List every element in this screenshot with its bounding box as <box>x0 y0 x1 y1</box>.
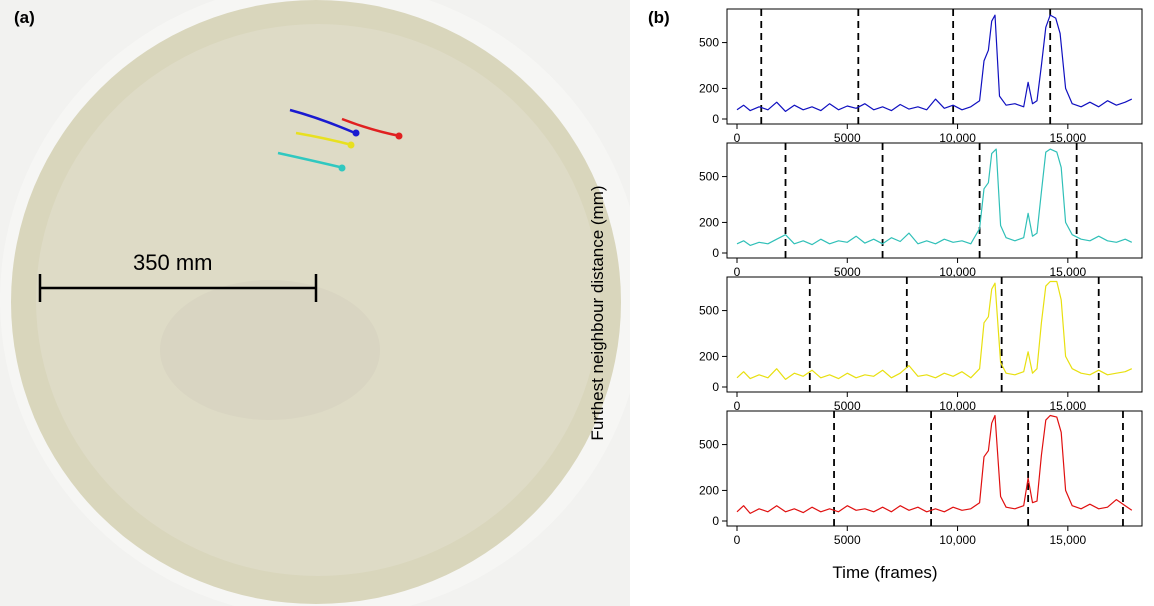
panel-1-x-tick-label: 5000 <box>834 131 861 145</box>
panel-3-y-tick-label: 500 <box>699 304 719 318</box>
panel-2-y-tick-label: 500 <box>699 170 719 184</box>
panel-3-x-tick-label: 10,000 <box>939 399 976 413</box>
panel-3-y-tick-label: 0 <box>712 380 719 394</box>
red-fish-marker <box>395 132 403 140</box>
panel-1-x-tick-label: 10,000 <box>939 131 976 145</box>
panel-4-y-tick-label: 200 <box>699 483 719 497</box>
blue-fish-marker <box>352 129 360 137</box>
panel-4-y-tick-label: 500 <box>699 438 719 452</box>
panel-2-x-tick-label: 5000 <box>834 265 861 279</box>
panel-4-series-line <box>736 414 1133 514</box>
panel-2-x-tick-label: 0 <box>734 265 741 279</box>
panel-2-frame <box>726 142 1143 259</box>
panel-4-x-tick-label: 15,000 <box>1049 533 1086 547</box>
panel-2-y-tick-label: 200 <box>699 215 719 229</box>
panel-1-frame <box>726 8 1143 125</box>
panel-3-x-tick-label: 15,000 <box>1049 399 1086 413</box>
red-fish-track <box>341 117 401 138</box>
panel-2-x-tick-label: 15,000 <box>1049 265 1086 279</box>
blue-fish-track <box>289 108 356 135</box>
panel-b-label: (b) <box>648 8 670 27</box>
panel-1-series-line <box>736 14 1133 112</box>
yellow-fish-track <box>295 131 353 147</box>
scale-bar-label: 350 mm <box>133 250 213 275</box>
panel-4-frame <box>726 410 1143 527</box>
arena-photo <box>0 0 630 606</box>
cyan-fish-marker <box>338 164 346 172</box>
panel-4-x-tick-label: 5000 <box>834 533 861 547</box>
panel-2-y-tick-label: 0 <box>712 246 719 260</box>
panel-3-frame <box>726 276 1143 393</box>
panel-4-x-tick-label: 10,000 <box>939 533 976 547</box>
yellow-fish-marker <box>347 141 355 149</box>
panel-2-series-line <box>736 148 1133 246</box>
panel-3-series-line <box>736 280 1133 380</box>
panel-3-y-tick-label: 200 <box>699 349 719 363</box>
panel-1-x-tick-label: 0 <box>734 131 741 145</box>
panel-4-x-tick-label: 0 <box>734 533 741 547</box>
panel-3-x-tick-label: 5000 <box>834 399 861 413</box>
panel-a-label: (a) <box>14 8 35 27</box>
panel-2-x-tick-label: 10,000 <box>939 265 976 279</box>
arena-shadow <box>160 280 380 420</box>
y-axis-label: Furthest neighbour distance (mm) <box>588 185 607 441</box>
panel-1-y-tick-label: 0 <box>712 112 719 126</box>
panel-1-x-tick-label: 15,000 <box>1049 131 1086 145</box>
panel-3-x-tick-label: 0 <box>734 399 741 413</box>
panel-1-y-tick-label: 500 <box>699 36 719 50</box>
x-axis-label: Time (frames) <box>832 563 938 582</box>
panel-1-y-tick-label: 200 <box>699 81 719 95</box>
cyan-fish-track <box>277 151 345 170</box>
panel-4-y-tick-label: 0 <box>712 514 719 528</box>
